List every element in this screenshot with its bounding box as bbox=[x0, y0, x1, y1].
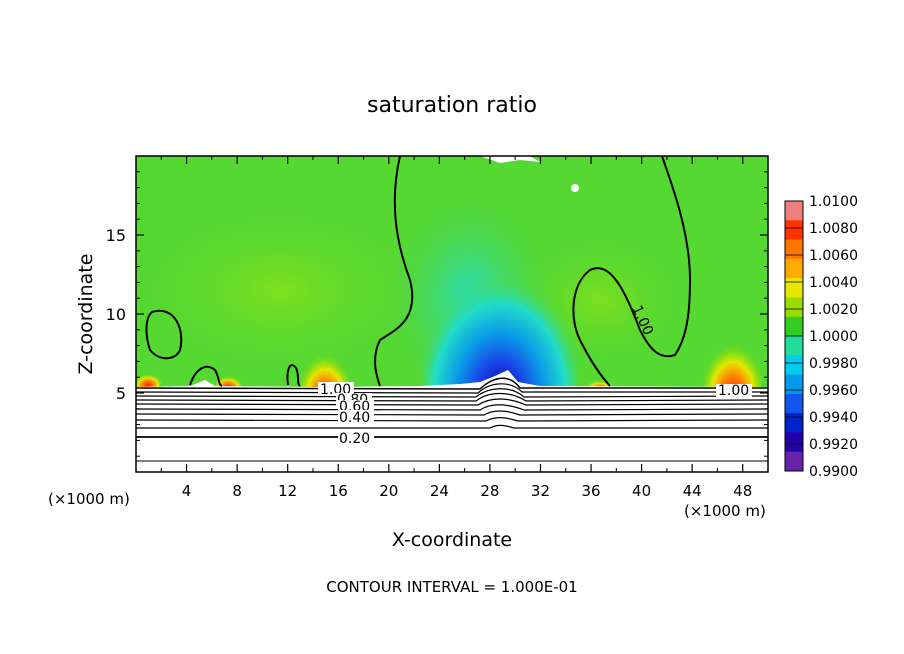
x-tick-label: 40 bbox=[632, 482, 651, 500]
moist-patch-small bbox=[136, 370, 162, 390]
contour-line bbox=[286, 364, 301, 387]
colorbar-swatch bbox=[785, 297, 803, 318]
x-tick-label: 4 bbox=[182, 482, 192, 500]
colorbar-swatch bbox=[785, 336, 803, 356]
colorbar-swatch bbox=[785, 374, 803, 395]
top-noise bbox=[571, 184, 579, 192]
x-tick-label: 20 bbox=[379, 482, 398, 500]
y-tick-label: 10 bbox=[106, 305, 126, 324]
colorbar: 1.0100 1.0080 1.0060 1.0040 1.0020 1.0000 0.99… bbox=[784, 194, 858, 480]
top-noise bbox=[480, 156, 540, 163]
contour-line bbox=[189, 365, 223, 387]
x-tick-label: 28 bbox=[480, 482, 499, 500]
light-green-patch bbox=[136, 200, 440, 380]
x-axis-label: X-coordinate bbox=[392, 529, 512, 551]
colorbar-label: 0.9940 bbox=[809, 410, 858, 426]
colorbar-label: 1.0060 bbox=[809, 248, 858, 264]
colorbar-label: 0.9920 bbox=[809, 437, 858, 453]
colorbar-swatch bbox=[785, 258, 803, 279]
x-tick-label: 24 bbox=[430, 482, 449, 500]
x-axis: 4 8 12 16 20 24 28 32 36 40 44 48 bbox=[160, 156, 752, 500]
cloud-contours bbox=[136, 377, 768, 462]
contour-label: 0.20 bbox=[339, 431, 370, 447]
colorbar-label: 1.0000 bbox=[809, 329, 858, 345]
y-tick-label: 15 bbox=[106, 226, 126, 245]
y-axis-label: Z-coordinate bbox=[75, 254, 97, 375]
colorbar-swatch bbox=[785, 393, 803, 414]
contour-label: 1.00 bbox=[718, 383, 749, 399]
colorbar-swatch bbox=[785, 239, 803, 260]
colorbar-swatch bbox=[785, 432, 803, 453]
colorbar-swatch bbox=[785, 355, 803, 376]
y-tick-label: 5 bbox=[116, 384, 126, 403]
chart-title: saturation ratio bbox=[367, 93, 537, 118]
contour-line bbox=[145, 309, 183, 360]
colorbar-label: 1.0080 bbox=[809, 221, 858, 237]
x-tick-label: 32 bbox=[531, 482, 550, 500]
x-tick-label: 16 bbox=[329, 482, 348, 500]
colorbar-swatch bbox=[785, 316, 803, 337]
x-tick-label: 12 bbox=[278, 482, 297, 500]
x-tick-label: 8 bbox=[232, 482, 242, 500]
contour-labels: 1.00 0.80 0.60 0.40 0.20 1.00 1.00 bbox=[318, 303, 752, 447]
colorbar-label: 1.0100 bbox=[809, 194, 858, 210]
contour-line bbox=[572, 156, 692, 387]
contour-label: 0.40 bbox=[339, 410, 370, 426]
footer-text: CONTOUR INTERVAL = 1.000E-01 bbox=[326, 578, 577, 596]
colorbar-label: 0.9960 bbox=[809, 383, 858, 399]
colorbar-label: 1.0020 bbox=[809, 302, 858, 318]
colorbar-swatch bbox=[785, 201, 803, 221]
colorbar-label: 0.9900 bbox=[809, 464, 858, 480]
colorbar-label: 0.9980 bbox=[809, 356, 858, 372]
plot-area bbox=[136, 156, 768, 472]
y-axis: 5 10 15 bbox=[106, 171, 768, 457]
colorbar-label: 1.0040 bbox=[809, 275, 858, 291]
x-tick-label: 48 bbox=[733, 482, 752, 500]
x-unit-right: (×1000 m) bbox=[684, 502, 766, 520]
colorbar-swatch bbox=[785, 451, 803, 472]
x-tick-label: 44 bbox=[683, 482, 702, 500]
colorbar-swatch bbox=[785, 220, 803, 241]
colorbar-swatch bbox=[785, 278, 803, 298]
contour-line bbox=[374, 156, 414, 387]
x-unit-left: (×1000 m) bbox=[48, 490, 130, 508]
colorbar-swatch bbox=[785, 413, 803, 433]
x-tick-label: 36 bbox=[581, 482, 600, 500]
